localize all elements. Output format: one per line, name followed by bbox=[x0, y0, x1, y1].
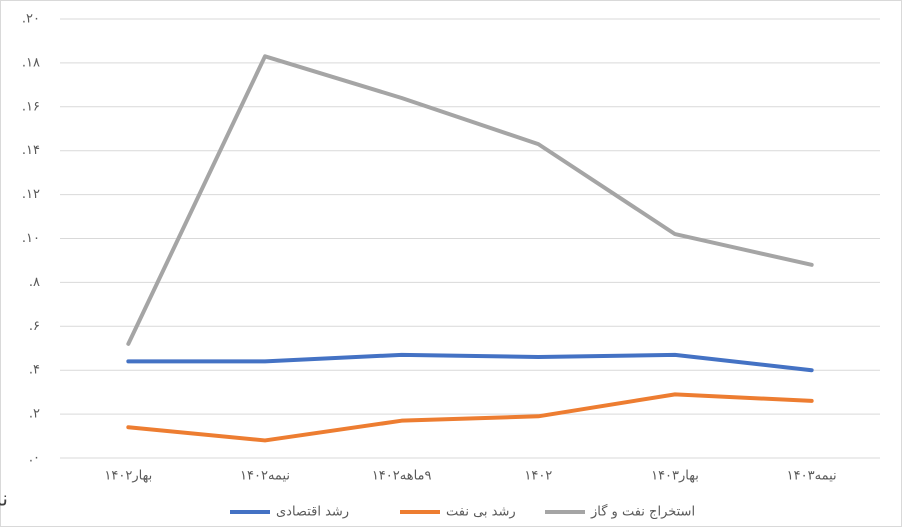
y-tick-label: .۱۴ bbox=[22, 143, 40, 158]
x-tick-label: بهار۱۴۰۲ bbox=[104, 469, 152, 484]
y-tick-label: .۴ bbox=[29, 363, 40, 378]
line bbox=[126, 352, 814, 373]
y-tick-label: .۲۰ bbox=[22, 12, 40, 27]
x-tick-label: ۹ماهه۱۴۰۲ bbox=[372, 469, 432, 484]
y-tick-label: .۰ bbox=[29, 451, 40, 466]
x-tick-label: نیمه۱۴۰۲ bbox=[240, 469, 290, 484]
line bbox=[126, 54, 814, 346]
legend-label: رشد اقتصادی bbox=[276, 505, 349, 520]
watermark: نمودار: خبرآنلاین bbox=[0, 486, 8, 511]
x-tick-label: نیمه۱۴۰۳ bbox=[787, 469, 837, 484]
x-tick-label: ۱۴۰۲ bbox=[524, 469, 552, 484]
y-tick-label: .۶ bbox=[29, 319, 40, 334]
y-tick-label: .۱۰ bbox=[22, 231, 40, 246]
line bbox=[126, 392, 814, 443]
y-tick-label: .۱۸ bbox=[22, 55, 40, 70]
y-tick-label: .۱۲ bbox=[22, 187, 40, 202]
y-tick-label: .۱۶ bbox=[22, 99, 40, 114]
legend-label: رشد بی نفت bbox=[446, 505, 516, 520]
x-tick-label: بهار۱۴۰۳ bbox=[651, 469, 699, 484]
legend-label: استخراج نفت و گاز bbox=[590, 504, 695, 520]
y-tick-label: .۸ bbox=[29, 275, 40, 290]
y-tick-label: .۲ bbox=[29, 407, 40, 422]
